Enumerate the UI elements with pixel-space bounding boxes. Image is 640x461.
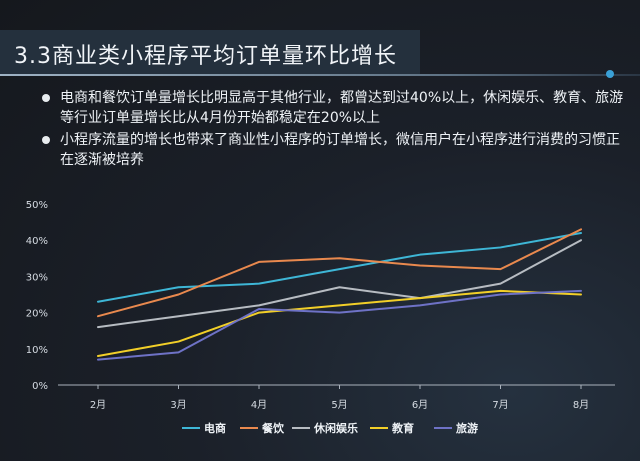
y-tick-label: 10% bbox=[26, 345, 48, 356]
x-tick-label: 3月 bbox=[170, 399, 186, 411]
y-tick-label: 50% bbox=[26, 200, 48, 211]
bullet-item: 电商和餐饮订单量增长比明显高于其他行业，都曾达到过40%以上，休闲娱乐、教育、旅… bbox=[40, 88, 625, 128]
bullet-list: 电商和餐饮订单量增长比明显高于其他行业，都曾达到过40%以上，休闲娱乐、教育、旅… bbox=[40, 88, 625, 172]
x-tick-label: 5月 bbox=[331, 399, 347, 411]
y-tick-label: 40% bbox=[26, 236, 48, 247]
legend-label: 教育 bbox=[391, 421, 414, 435]
x-tick-label: 2月 bbox=[90, 399, 106, 411]
title-accent-dot bbox=[606, 70, 614, 78]
bullet-dot-icon bbox=[42, 94, 50, 102]
series-line-2 bbox=[97, 228, 582, 318]
bullet-item: 小程序流量的增长也带来了商业性小程序的订单增长，微信用户在小程序进行消费的习惯正… bbox=[40, 130, 625, 170]
x-tick-label: 6月 bbox=[412, 399, 428, 411]
y-tick-label: 20% bbox=[26, 309, 48, 320]
x-tick-label: 8月 bbox=[573, 399, 589, 411]
series-line-5 bbox=[97, 289, 582, 361]
y-tick-label: 30% bbox=[26, 272, 48, 283]
bullet-text: 电商和餐饮订单量增长比明显高于其他行业，都曾达到过40%以上，休闲娱乐、教育、旅… bbox=[60, 90, 624, 126]
legend-label: 电商 bbox=[204, 421, 226, 435]
title-underline bbox=[0, 74, 640, 76]
legend-label: 餐饮 bbox=[261, 421, 285, 435]
legend-label: 旅游 bbox=[456, 421, 478, 435]
x-tick-label: 7月 bbox=[492, 399, 508, 411]
legend-label: 休闲娱乐 bbox=[313, 421, 358, 435]
title-bar bbox=[0, 30, 420, 74]
y-tick-label: 0% bbox=[32, 381, 48, 392]
page-title: 3.3商业类小程序平均订单量环比增长 bbox=[14, 44, 397, 69]
bullet-text: 小程序流量的增长也带来了商业性小程序的订单增长，微信用户在小程序进行消费的习惯正… bbox=[60, 132, 620, 168]
series-line-4 bbox=[97, 289, 582, 358]
bullet-dot-icon bbox=[42, 136, 50, 144]
x-tick-label: 4月 bbox=[251, 399, 267, 411]
series-line-3 bbox=[97, 239, 582, 329]
